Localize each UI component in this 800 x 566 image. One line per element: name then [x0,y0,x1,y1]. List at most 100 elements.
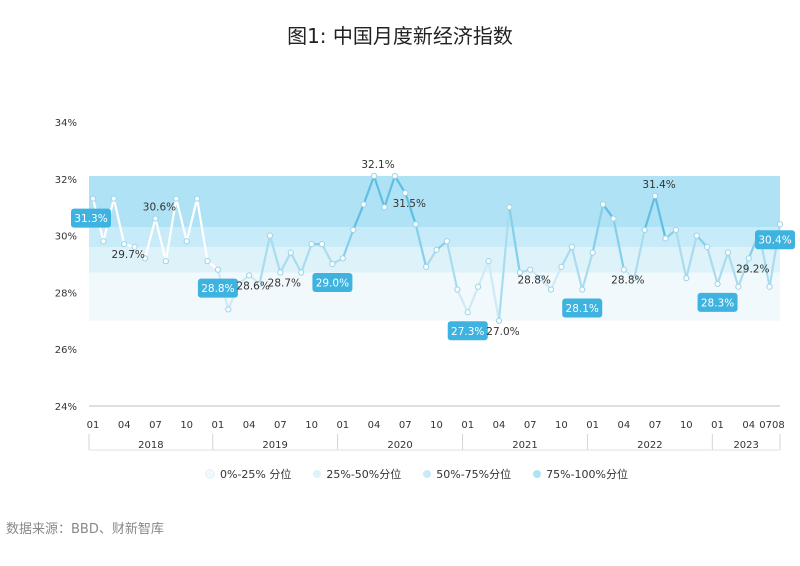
data-point [246,272,253,279]
line-segment [424,248,438,268]
data-point [527,266,534,273]
x-tick-label: 04 [243,420,256,431]
data-label: 28.6% [236,280,269,292]
callout-text: 28.3% [701,297,734,309]
data-point [704,243,711,251]
data-labels: 31.3%29.7%30.6%28.8% 28.6%28.7% 29.0%32.1%… [71,159,795,341]
callout-text: 30.4% [758,235,791,247]
data-point [495,317,503,324]
data-point [381,204,388,211]
data-point [183,238,190,245]
source-note: 数据来源：BBD、财新智库 [6,522,164,537]
data-point [443,238,451,245]
data-point [693,232,700,239]
line-segment [414,223,428,268]
quantile-band [89,227,780,247]
chart-title: 图1: 中国月度新经济指数 [287,24,513,48]
line-segment [497,206,511,322]
data-point [121,241,128,248]
data-point [745,255,752,262]
data-point [152,215,159,222]
data-point [464,309,471,316]
year-label: 2020 [387,440,412,451]
legend-swatch [423,470,432,478]
data-point [162,258,169,265]
callout-label: 27.3% [447,321,488,341]
data-point [724,249,732,256]
line-segment [362,174,376,206]
data-label: 31.4% [642,179,675,191]
x-tick-label: 10 [555,420,568,431]
callout-box [447,321,488,341]
x-tick-label: 04 [493,420,506,431]
line-segment [279,251,292,274]
callout-label: 29.0% [312,273,353,292]
x-tick-label: 01 [87,420,100,431]
line-segment [466,285,480,314]
line-segment [716,251,730,285]
line-segment [393,174,407,195]
x-tick-label: 04 [617,420,630,431]
year-label: 2022 [637,440,662,451]
callout-label: 31.3% [71,208,111,228]
data-point [308,241,315,248]
data-label: 28.8% [611,275,644,287]
callout-label: 28.3% [697,292,738,312]
callout-box [71,208,111,228]
data-point [641,226,648,234]
line-segment [143,217,157,260]
line-segment [643,194,657,232]
line-segment [581,251,594,291]
line-segment [195,197,209,263]
data-point [475,283,482,290]
line-segment [320,243,334,266]
legend-label: 75%-100%分位 [546,468,628,481]
callout-label: 28.8% [197,278,238,298]
y-tick-label: 34% [55,118,77,129]
x-tick-label: 01 [586,420,599,431]
line-segment [112,197,126,246]
legend-label: 0%-25% 分位 [220,468,292,481]
data-point [620,266,627,273]
legend-label: 25%-50%分位 [326,468,402,481]
x-tick-label: 07 [274,420,287,431]
callout-box [312,273,353,292]
legend-label: 50%-75%分位 [436,468,512,481]
legend-swatch [313,470,322,478]
line-segment [404,191,417,226]
line-segment [653,194,667,240]
line-segment [685,234,698,280]
x-tick-label: 10 [180,420,193,431]
line-segment [289,251,303,274]
legend: 0%-25% 分位 25%-50%分位 50%-75%分位 75%-100%分位 [205,466,628,482]
data-point [662,235,669,242]
line-segment [175,197,188,243]
line-segment [456,288,469,314]
quantile-bands [89,175,780,321]
data-point [370,172,378,180]
data-label: 28.7% [268,278,301,290]
line-segment [268,234,282,274]
quantile-band [89,272,780,321]
line-segment [560,245,573,268]
x-tick-label: 10 [305,420,318,431]
callout-box [562,298,603,318]
callout-label: 28.1% [562,298,603,318]
data-point [360,201,367,208]
data-point [287,249,294,256]
data-point [277,269,284,276]
data-point [714,280,721,287]
x-tick-label: 10 [430,420,443,431]
y-tick-label: 30% [55,232,77,243]
data-point [318,241,326,248]
line-segment [633,228,646,280]
data-point [298,269,305,276]
line-segment [612,217,625,271]
legend-swatch [205,469,215,479]
line-segment [737,257,750,288]
data-point [141,255,149,262]
data-point [110,195,117,202]
callout-text: 27.3% [451,326,484,338]
data-label: 31.5% [393,198,426,210]
callout-text: 31.3% [74,213,107,225]
